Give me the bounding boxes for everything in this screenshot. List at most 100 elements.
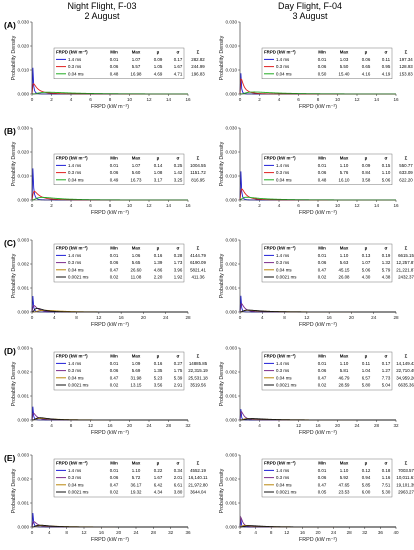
x-tick-label: 20 [127, 423, 133, 428]
legend-value: 0.02 [318, 275, 327, 280]
chart-panel: 0.000 0.010 0.020 0.030 0 2 4 6 8 10 12 14 16 FRPD (k… [219, 126, 413, 216]
y-tick-label: 0.020 [18, 44, 30, 49]
legend-value: 11.08 [131, 275, 142, 280]
legend-header: Min [110, 156, 118, 161]
x-tick-label: 28 [151, 530, 157, 535]
y-tick-label: 0.030 [18, 20, 30, 25]
legend-header: Max [340, 461, 349, 466]
y-tick-label: 0.003 [18, 346, 30, 351]
legend-header: μ [157, 156, 160, 161]
legend-value: 128.93 [399, 64, 413, 69]
series-line [239, 78, 396, 95]
legend-value: 0.27 [174, 361, 183, 366]
legend-value: 2963.27 [398, 490, 414, 495]
legend-header: σ [176, 461, 179, 466]
legend-value: 3.17 [154, 177, 163, 182]
y-axis-label: Probability Density [11, 253, 17, 298]
legend-value: 0.15 [382, 163, 391, 168]
legend-value: 0.17 [382, 361, 391, 366]
legend-value: 0.16 [154, 361, 163, 366]
x-tick-label: 24 [163, 315, 169, 320]
legend-series-name: 0.04 ms [68, 177, 84, 182]
legend-series-name: 1.4 ms [276, 57, 290, 62]
legend-value: 4144.79 [190, 253, 206, 258]
legend-value: 0.47 [318, 482, 327, 487]
legend-series-name: 0.04 ms [276, 482, 292, 487]
legend-header: FRPD (kW m⁻²) [56, 50, 88, 55]
chart-panel: 0.000 0.010 0.020 0.030 0 2 4 6 8 10 12 14 16 FRPD (k… [11, 126, 206, 216]
chart-panel: 0.000 0.001 0.002 0.003 0 4 8 12 16 20 24 28 32 36 FRP… [11, 453, 208, 543]
y-tick-label: 0.000 [18, 92, 30, 97]
x-tick-label: 0 [31, 423, 34, 428]
legend-value: 550.77 [399, 163, 413, 168]
y-tick-label: 0.010 [226, 174, 238, 179]
series-line [239, 515, 396, 528]
legend-value: 0.06 [110, 170, 119, 175]
legend-value: 46.79 [339, 375, 351, 380]
legend-value: 22,315.19 [188, 368, 208, 373]
legend-series-name: 0.3 ms [68, 368, 82, 373]
legend-header: μ [157, 354, 160, 359]
legend-value: 0.47 [110, 375, 119, 380]
legend-header: FRPD (kW m⁻²) [56, 246, 88, 251]
legend-box [261, 458, 393, 498]
x-tick-label: 20 [116, 530, 122, 535]
legend-header: Σ [197, 246, 200, 251]
legend-series-name: 0.3 ms [276, 170, 290, 175]
legend-value: 4.19 [382, 71, 391, 76]
legend-value: 0.01 [318, 361, 327, 366]
x-tick-label: 32 [393, 423, 399, 428]
x-tick-label: 4 [70, 97, 73, 102]
x-axis-label: FRPD (kW m⁻²) [299, 210, 337, 216]
legend-value: 16.98 [131, 71, 143, 76]
chart-panel: 0.000 0.001 0.002 0.003 0 4 8 12 16 20 24 28 32 FRPD … [11, 346, 208, 436]
legend-value: 0.09 [154, 57, 163, 62]
legend-value: 0.13 [362, 253, 371, 258]
x-tick-label: 16 [99, 530, 105, 535]
y-tick-label: 0.002 [226, 477, 238, 482]
legend-series-name: 0.04 ms [276, 375, 292, 380]
legend-header: Max [340, 156, 349, 161]
x-tick-label: 2 [258, 97, 261, 102]
panel-label: (A) [4, 20, 16, 30]
panel-label: (B) [4, 126, 16, 136]
x-tick-label: 8 [317, 203, 320, 208]
legend-value: 196.83 [191, 71, 205, 76]
legend-header: Σ [197, 461, 200, 466]
x-axis-label: FRPD (kW m⁻²) [91, 322, 129, 328]
x-tick-label: 40 [393, 530, 399, 535]
legend-value: 5.65 [132, 260, 141, 265]
series-line [239, 409, 396, 421]
x-tick-label: 8 [283, 315, 286, 320]
x-tick-label: 4 [48, 530, 51, 535]
legend-value: 0.06 [318, 260, 327, 265]
legend-value: 0.18 [382, 468, 391, 473]
legend-value: 5.04 [382, 383, 391, 388]
legend-value: 5.79 [382, 267, 391, 272]
y-tick-label: 0.003 [226, 346, 238, 351]
legend-value: 633.09 [399, 170, 413, 175]
chart-panel: 0.000 0.010 0.020 0.030 0 2 4 6 8 10 12 14 16 FRPD (k… [219, 20, 413, 110]
legend-value: 0.02 [110, 383, 119, 388]
legend-value: 14885.85 [189, 361, 208, 366]
x-tick-label: 0 [31, 530, 34, 535]
chart-panel: 0.000 0.001 0.002 0.003 0 4 8 12 16 20 24 28 32 FRPD … [219, 346, 414, 436]
x-tick-label: 8 [270, 530, 273, 535]
x-tick-label: 16 [300, 530, 306, 535]
chart-panel: 0.000 0.010 0.020 0.030 0 2 4 6 8 10 12 14 16 FRPD (k… [11, 20, 205, 110]
legend-box [261, 153, 393, 185]
x-tick-label: 4 [254, 530, 257, 535]
legend-value: 1.32 [382, 260, 391, 265]
legend-series-name: 0.04 ms [68, 482, 84, 487]
x-tick-label: 24 [371, 315, 377, 320]
legend-value: 0.48 [318, 177, 327, 182]
legend-value: 816.95 [191, 177, 205, 182]
panel-label: (D) [4, 346, 16, 356]
legend-value: 1.10 [132, 468, 141, 473]
y-tick-label: 0.001 [226, 501, 238, 506]
x-tick-label: 24 [146, 423, 152, 428]
legend-header: Min [318, 246, 326, 251]
legend-value: 1.67 [174, 64, 183, 69]
legend-value: 0.06 [318, 64, 327, 69]
legend-value: 0.65 [362, 64, 371, 69]
